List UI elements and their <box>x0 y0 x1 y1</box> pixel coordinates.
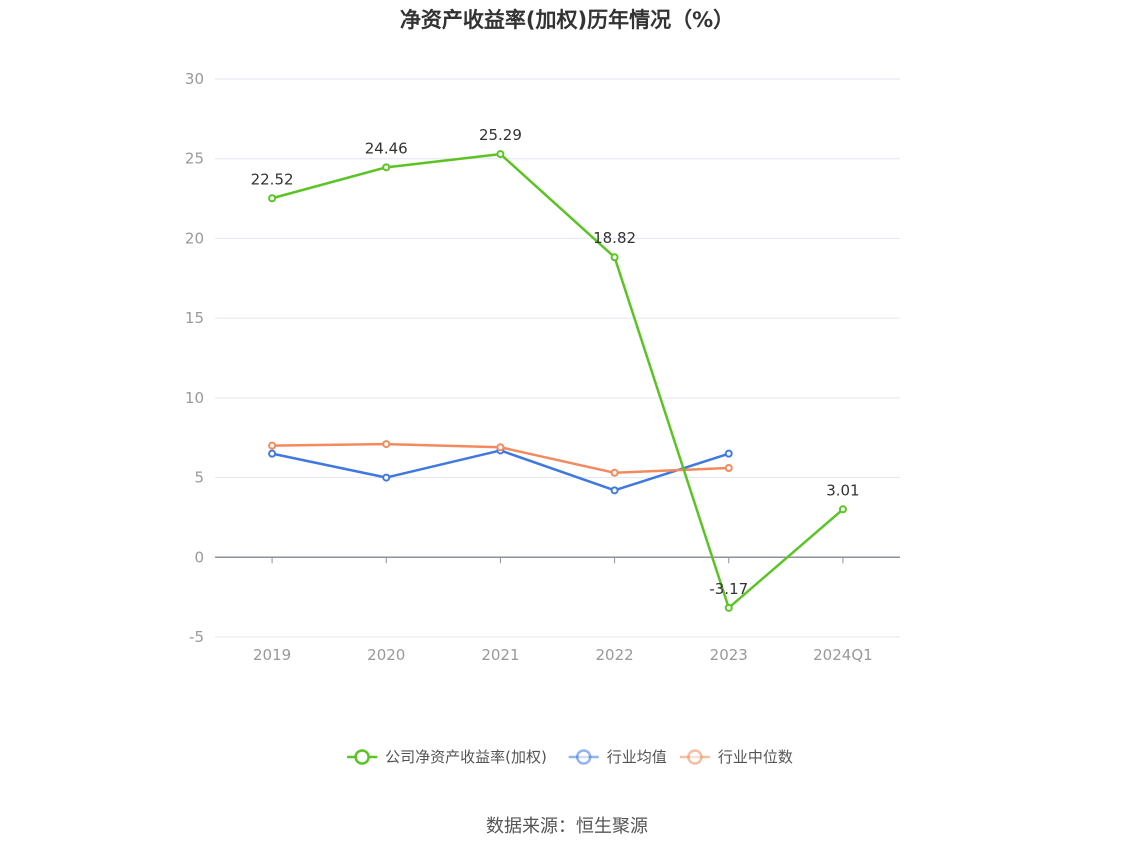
data-point <box>610 253 619 262</box>
y-tick-label: 0 <box>194 548 204 566</box>
data-label: 18.82 <box>593 229 636 247</box>
series-lines <box>268 150 847 612</box>
data-point <box>382 440 391 449</box>
legend-swatch-marker <box>575 749 592 765</box>
data-point <box>724 449 733 458</box>
legend-label: 行业均值 <box>607 748 667 766</box>
source-note: 数据来源：恒生聚源 <box>486 816 648 837</box>
chart-title: 净资产收益率(加权)历年情况（%） <box>399 8 735 32</box>
x-tick-label: 2021 <box>481 646 519 664</box>
y-tick-label: 30 <box>185 70 204 88</box>
data-point <box>496 443 505 452</box>
data-label: 22.52 <box>251 170 294 188</box>
data-label: 25.29 <box>479 126 522 144</box>
legend-item: 行业均值 <box>568 748 667 766</box>
legend-item: 公司净资产收益率(加权) <box>347 748 547 766</box>
data-point <box>724 464 733 473</box>
y-tick-label: 15 <box>185 309 204 327</box>
data-point <box>268 449 277 458</box>
data-point <box>610 468 619 477</box>
legend-swatch-marker <box>354 749 370 765</box>
data-label: 3.01 <box>826 481 859 499</box>
grid-lines <box>215 78 900 638</box>
y-tick-label: 20 <box>185 229 204 247</box>
legend: 公司净资产收益率(加权) 行业均值 行业中位数 <box>347 748 793 766</box>
data-point <box>610 486 619 495</box>
legend-item: 行业中位数 <box>679 748 793 766</box>
x-tick-label: 2022 <box>595 646 633 664</box>
x-tick-label: 2020 <box>367 646 405 664</box>
data-point <box>268 441 277 450</box>
y-tick-label: 5 <box>194 469 204 487</box>
y-tick-label: 25 <box>185 150 204 168</box>
data-point <box>724 603 733 612</box>
data-point <box>838 505 847 514</box>
legend-label: 公司净资产收益率(加权) <box>385 748 547 766</box>
y-tick-label: -5 <box>189 628 204 646</box>
series-line-0 <box>271 152 844 610</box>
x-tick-label: 2019 <box>253 646 291 664</box>
data-point <box>382 163 391 172</box>
legend-label: 行业中位数 <box>718 748 793 766</box>
x-tick-label: 2023 <box>710 646 748 664</box>
legend-swatch-marker <box>687 749 703 765</box>
y-tick-label: 10 <box>185 389 204 407</box>
data-label: -3.17 <box>709 580 748 598</box>
data-point <box>268 194 277 203</box>
x-tick-label: 2024Q1 <box>813 646 873 664</box>
data-label: 24.46 <box>365 139 408 157</box>
data-point <box>496 150 505 159</box>
data-labels: 22.52 24.46 25.29 18.82 -3.17 3.01 <box>251 126 860 598</box>
data-point <box>382 473 391 482</box>
